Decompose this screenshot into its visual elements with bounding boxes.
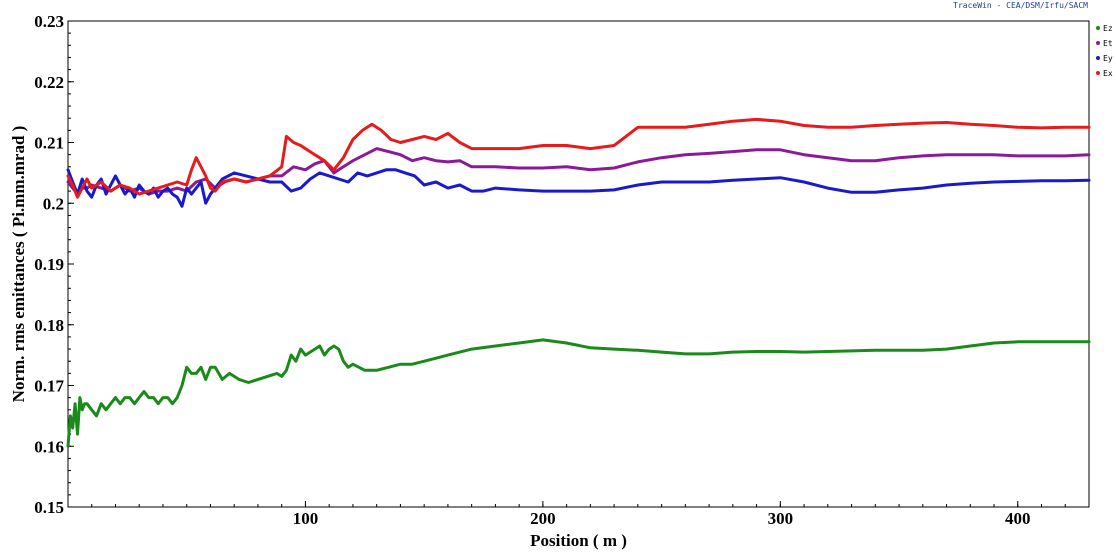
- x-axis-title: Position ( m ): [530, 531, 627, 550]
- plot-frame: [67, 20, 1090, 508]
- series-line-ex: [66, 117, 1091, 199]
- tracewin-credit: TraceWin - CEA/DSM/Irfu/SACM: [953, 1, 1088, 10]
- y-tick-label: 0.15: [34, 498, 64, 517]
- legend-marker: [1096, 41, 1100, 45]
- y-tick-label: 0.2: [43, 194, 64, 213]
- y-axis-title: Norm. rms emittances ( Pi.mm.mrad ): [9, 126, 28, 403]
- y-tick-label: 0.16: [34, 437, 64, 456]
- x-tick-label: 300: [768, 509, 794, 528]
- series-line-ez: [66, 338, 1091, 448]
- y-tick-label: 0.22: [34, 73, 64, 92]
- y-tick-label: 0.21: [34, 134, 64, 153]
- x-tick-label: 200: [530, 509, 556, 528]
- y-tick-label: 0.17: [34, 377, 64, 396]
- y-tick-label: 0.18: [34, 316, 64, 335]
- legend-label: Ez: [1103, 24, 1113, 33]
- legend-label: Ey: [1103, 54, 1113, 63]
- series-layer: [66, 117, 1091, 448]
- legend: Ez Et Ey Ex: [1096, 24, 1113, 78]
- x-tick-label: 400: [1005, 509, 1031, 528]
- legend-label: Et: [1103, 39, 1113, 48]
- legend-label: Ex: [1103, 69, 1113, 78]
- legend-marker: [1096, 26, 1100, 30]
- series-line-ey: [66, 168, 1091, 208]
- x-tick-label: 100: [293, 509, 319, 528]
- x-axis: 100 200 300 400: [91, 501, 1090, 528]
- y-tick-label: 0.23: [34, 12, 64, 31]
- y-axis: 0.15 0.16 0.17 0.18 0.19 0.2 0.21 0.22 0.23: [34, 12, 74, 517]
- legend-marker: [1096, 56, 1100, 60]
- legend-marker: [1096, 71, 1100, 75]
- y-tick-label: 0.19: [34, 255, 64, 274]
